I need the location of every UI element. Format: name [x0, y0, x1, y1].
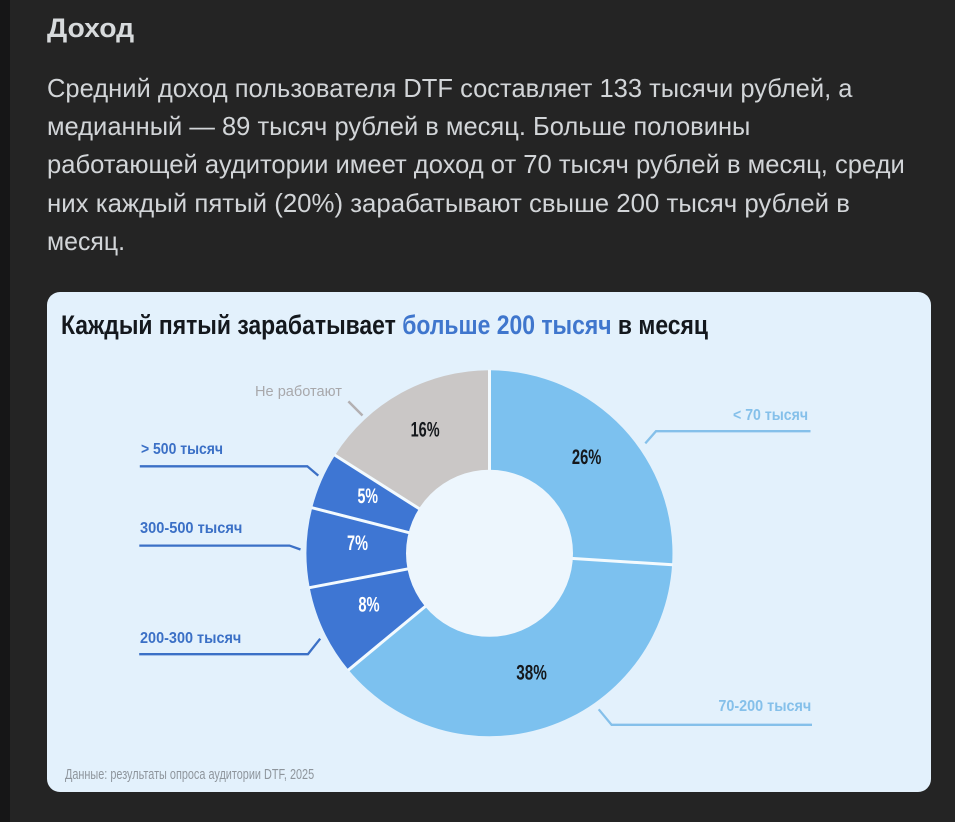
svg-text:8%: 8% [358, 594, 379, 617]
svg-text:38%: 38% [516, 662, 547, 685]
svg-text:7%: 7% [347, 532, 368, 555]
svg-text:16%: 16% [411, 418, 440, 441]
svg-text:26%: 26% [572, 446, 602, 469]
svg-text:5%: 5% [357, 485, 378, 508]
